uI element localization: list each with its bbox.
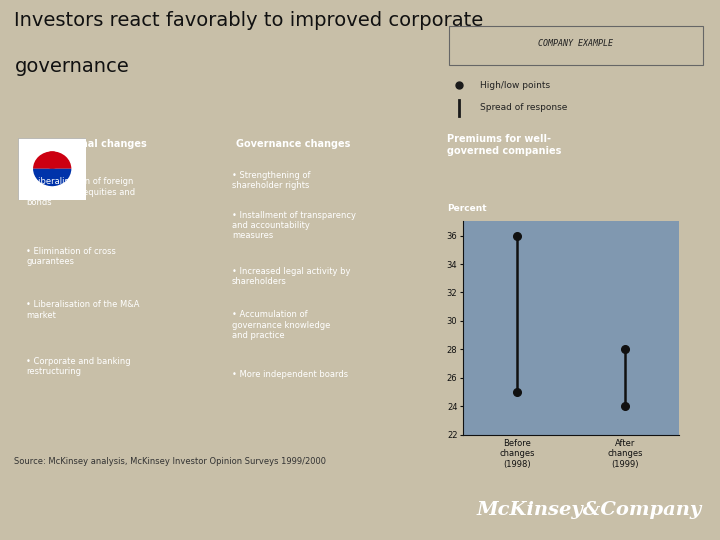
- Text: • Liberalisation of foreign
ownership of equities and
bonds: • Liberalisation of foreign ownership of…: [27, 177, 135, 207]
- Text: • Elimination of cross
guarantees: • Elimination of cross guarantees: [27, 247, 117, 266]
- Wedge shape: [33, 151, 71, 168]
- Text: • Liberalisation of the M&A
market: • Liberalisation of the M&A market: [27, 300, 140, 320]
- Text: Premiums for well-
governed companies: Premiums for well- governed companies: [447, 134, 562, 156]
- Text: Institutional changes: Institutional changes: [30, 139, 147, 149]
- Text: Spread of response: Spread of response: [480, 104, 567, 112]
- Text: • Strengthening of
shareholder rights: • Strengthening of shareholder rights: [232, 171, 310, 190]
- Text: • Corporate and banking
restructuring: • Corporate and banking restructuring: [27, 356, 131, 376]
- Text: Investors react favorably to improved corporate: Investors react favorably to improved co…: [14, 11, 484, 30]
- Text: • Increased legal activity by
shareholders: • Increased legal activity by shareholde…: [232, 267, 351, 286]
- Text: Percent: Percent: [447, 204, 487, 213]
- Wedge shape: [33, 168, 71, 186]
- Circle shape: [42, 151, 62, 168]
- Text: governance: governance: [14, 57, 129, 77]
- Text: • Installment of transparency
and accountability
measures: • Installment of transparency and accoun…: [232, 211, 356, 240]
- Text: Source: McKinsey analysis, McKinsey Investor Opinion Surveys 1999/2000: Source: McKinsey analysis, McKinsey Inve…: [14, 457, 326, 466]
- Text: • Accumulation of
governance knowledge
and practice: • Accumulation of governance knowledge a…: [232, 310, 330, 340]
- Text: COMPANY EXAMPLE: COMPANY EXAMPLE: [539, 39, 613, 48]
- Text: McKinsey&Company: McKinsey&Company: [477, 501, 702, 518]
- Text: • More independent boards: • More independent boards: [232, 370, 348, 379]
- Text: High/low points: High/low points: [480, 81, 550, 90]
- Text: Governance changes: Governance changes: [236, 139, 351, 149]
- Circle shape: [42, 168, 62, 186]
